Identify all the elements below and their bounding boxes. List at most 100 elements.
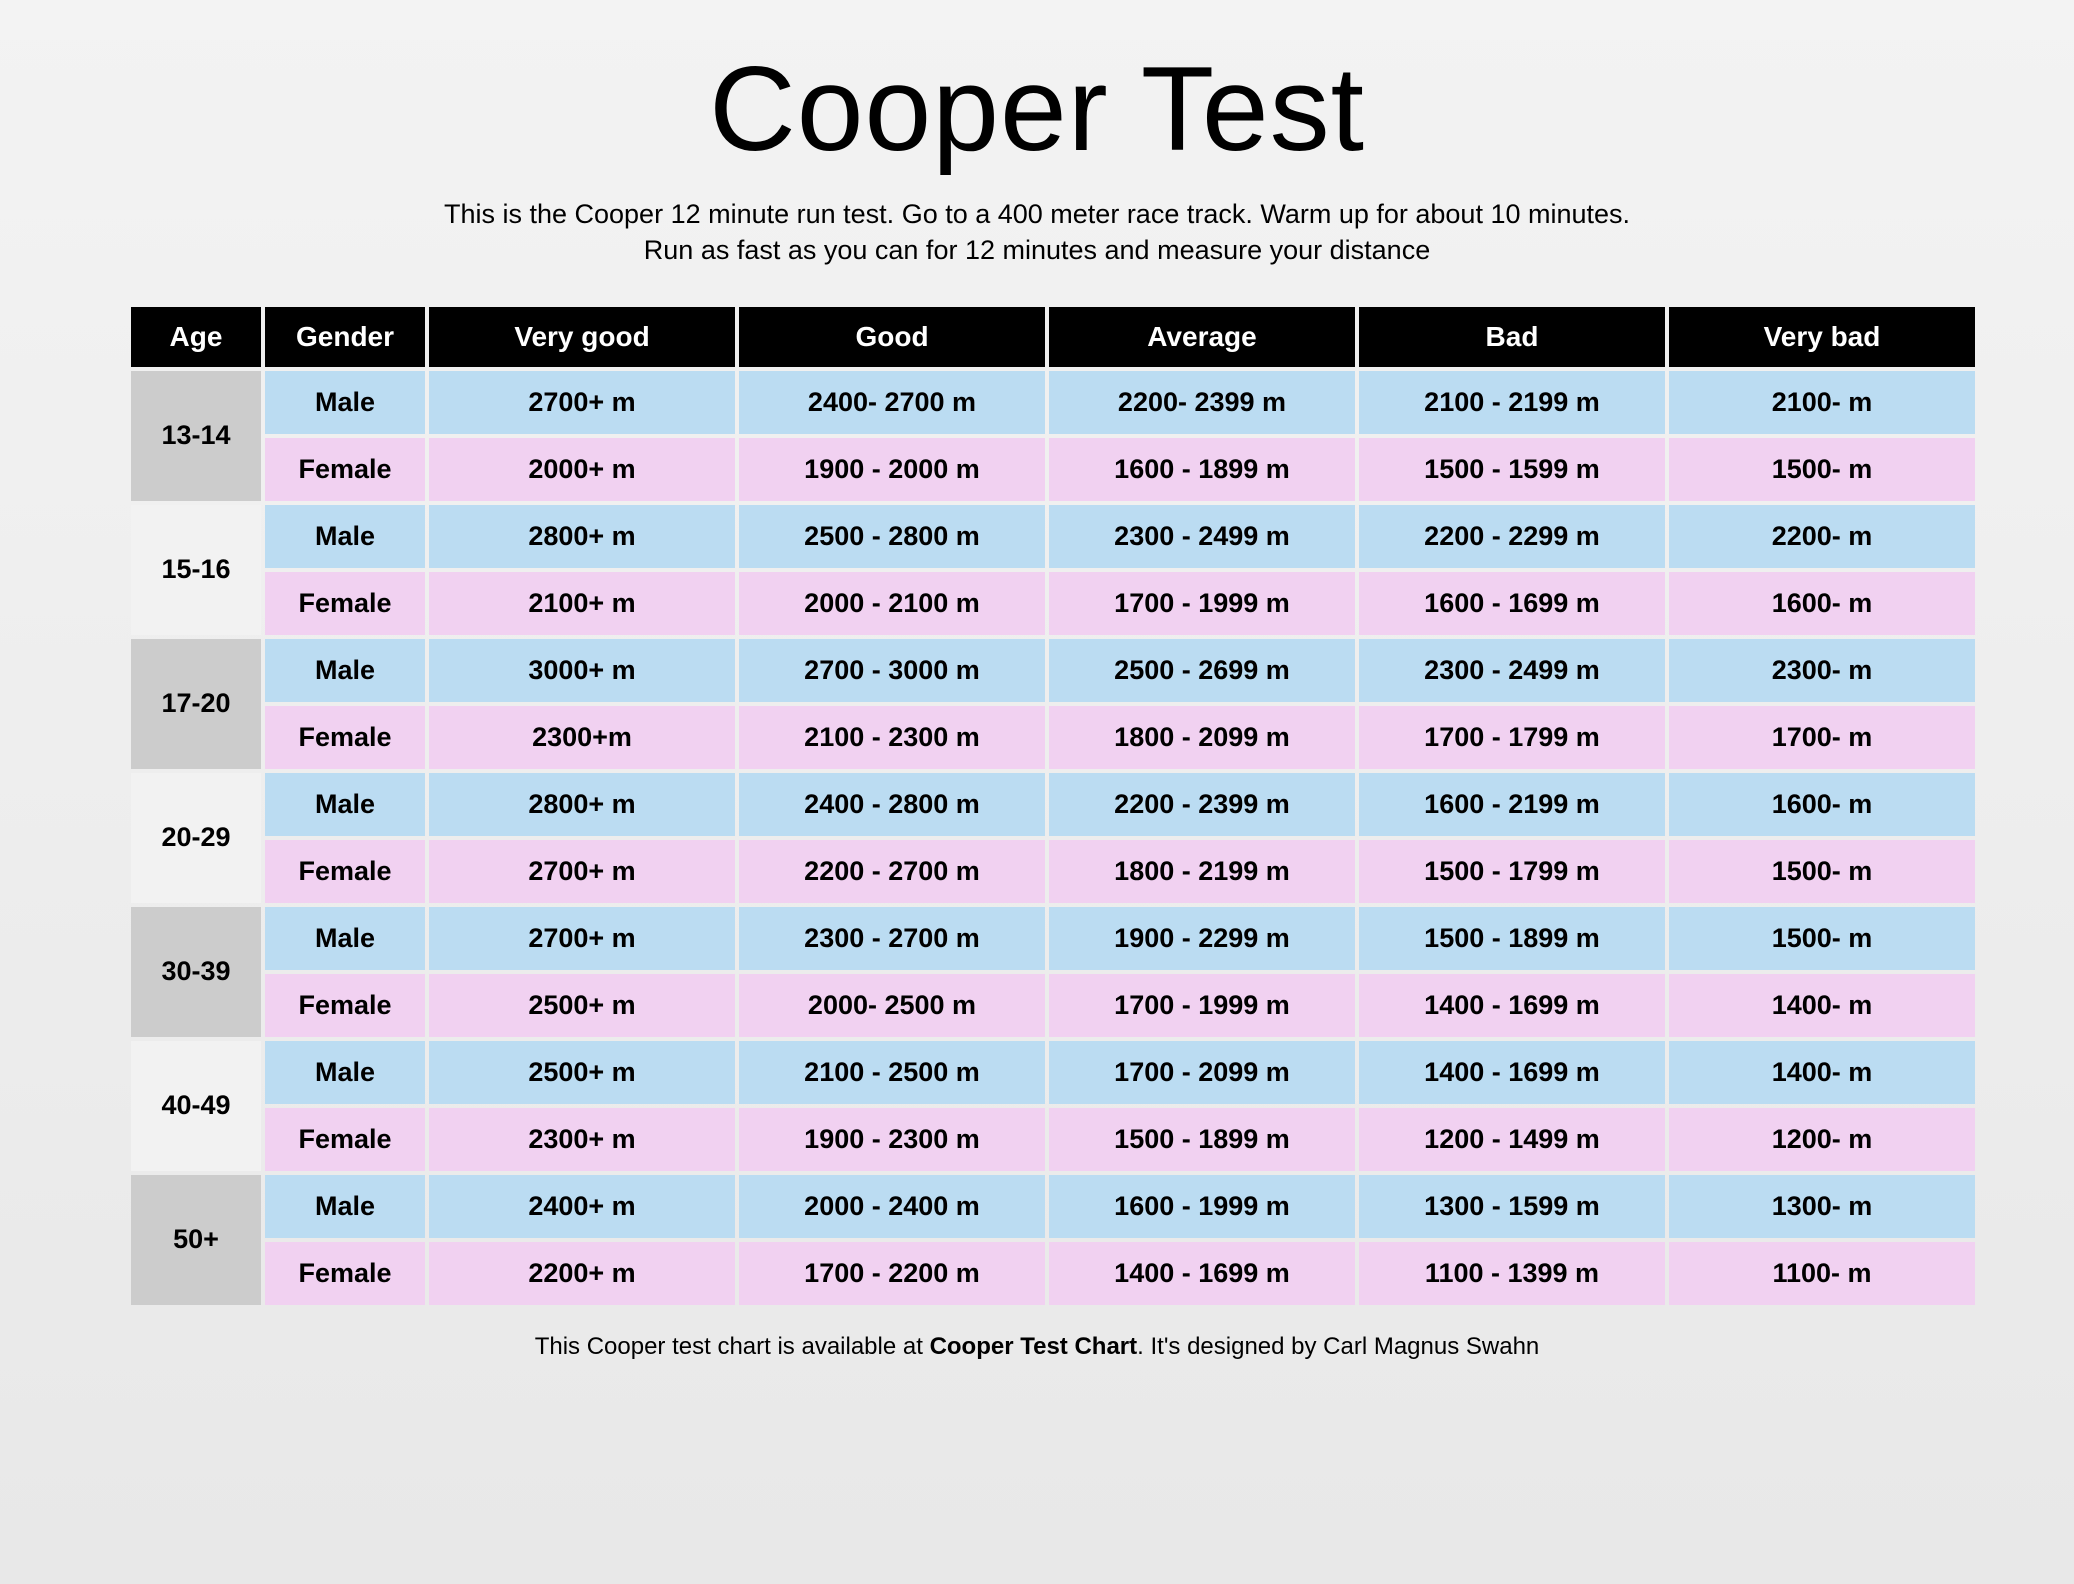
table-row: Female 2100+ m 2000 - 2100 m 1700 - 1999… (131, 572, 1975, 635)
age-cell: 20-29 (131, 773, 261, 903)
value-cell: 2200- m (1669, 505, 1975, 568)
gender-cell: Female (265, 840, 425, 903)
table-row: 15-16 Male 2800+ m 2500 - 2800 m 2300 - … (131, 505, 1975, 568)
footer-prefix: This Cooper test chart is available at (535, 1333, 930, 1360)
value-cell: 1300- m (1669, 1175, 1975, 1238)
table-row: 13-14 Male 2700+ m 2400- 2700 m 2200- 23… (131, 371, 1975, 434)
value-cell: 1500- m (1669, 840, 1975, 903)
table-row: 20-29 Male 2800+ m 2400 - 2800 m 2200 - … (131, 773, 1975, 836)
value-cell: 2700+ m (429, 371, 735, 434)
value-cell: 2300- m (1669, 639, 1975, 702)
table-header: Age Gender Very good Good Average Bad Ve… (131, 307, 1975, 367)
value-cell: 1700 - 1799 m (1359, 706, 1665, 769)
value-cell: 3000+ m (429, 639, 735, 702)
value-cell: 2200 - 2399 m (1049, 773, 1355, 836)
col-header-very-bad: Very bad (1669, 307, 1975, 367)
value-cell: 1700- m (1669, 706, 1975, 769)
value-cell: 2300+m (429, 706, 735, 769)
value-cell: 2100 - 2199 m (1359, 371, 1665, 434)
value-cell: 2500 - 2800 m (739, 505, 1045, 568)
value-cell: 2100 - 2300 m (739, 706, 1045, 769)
value-cell: 1400 - 1699 m (1049, 1242, 1355, 1305)
value-cell: 1400- m (1669, 1041, 1975, 1104)
age-cell: 40-49 (131, 1041, 261, 1171)
value-cell: 2700+ m (429, 907, 735, 970)
value-cell: 2700 - 3000 m (739, 639, 1045, 702)
gender-cell: Male (265, 1041, 425, 1104)
value-cell: 2400 - 2800 m (739, 773, 1045, 836)
col-header-very-good: Very good (429, 307, 735, 367)
value-cell: 1400 - 1699 m (1359, 1041, 1665, 1104)
subtitle-line-1: This is the Cooper 12 minute run test. G… (444, 199, 1630, 229)
page-title: Cooper Test (127, 40, 1947, 178)
col-header-good: Good (739, 307, 1045, 367)
gender-cell: Male (265, 505, 425, 568)
value-cell: 2100+ m (429, 572, 735, 635)
value-cell: 2000 - 2100 m (739, 572, 1045, 635)
col-header-gender: Gender (265, 307, 425, 367)
gender-cell: Male (265, 907, 425, 970)
value-cell: 2300 - 2499 m (1359, 639, 1665, 702)
footer-link[interactable]: Cooper Test Chart (930, 1333, 1138, 1360)
value-cell: 1900 - 2000 m (739, 438, 1045, 501)
gender-cell: Female (265, 438, 425, 501)
age-cell: 15-16 (131, 505, 261, 635)
value-cell: 1800 - 2199 m (1049, 840, 1355, 903)
value-cell: 1200- m (1669, 1108, 1975, 1171)
age-cell: 30-39 (131, 907, 261, 1037)
gender-cell: Male (265, 639, 425, 702)
value-cell: 2800+ m (429, 505, 735, 568)
table-row: 50+ Male 2400+ m 2000 - 2400 m 1600 - 19… (131, 1175, 1975, 1238)
table-row: 30-39 Male 2700+ m 2300 - 2700 m 1900 - … (131, 907, 1975, 970)
value-cell: 1600- m (1669, 773, 1975, 836)
value-cell: 2200 - 2299 m (1359, 505, 1665, 568)
gender-cell: Male (265, 371, 425, 434)
value-cell: 2300 - 2499 m (1049, 505, 1355, 568)
subtitle-line-2: Run as fast as you can for 12 minutes an… (644, 235, 1430, 265)
value-cell: 2700+ m (429, 840, 735, 903)
col-header-average: Average (1049, 307, 1355, 367)
footer-attribution: This Cooper test chart is available at C… (127, 1333, 1947, 1361)
value-cell: 2000- 2500 m (739, 974, 1045, 1037)
age-cell: 13-14 (131, 371, 261, 501)
value-cell: 1500- m (1669, 438, 1975, 501)
value-cell: 2300 - 2700 m (739, 907, 1045, 970)
value-cell: 1600 - 1899 m (1049, 438, 1355, 501)
gender-cell: Female (265, 706, 425, 769)
table-row: Female 2700+ m 2200 - 2700 m 1800 - 2199… (131, 840, 1975, 903)
cooper-test-table: Age Gender Very good Good Average Bad Ve… (127, 303, 1979, 1309)
value-cell: 1500 - 1799 m (1359, 840, 1665, 903)
age-cell: 17-20 (131, 639, 261, 769)
gender-cell: Male (265, 773, 425, 836)
value-cell: 1600 - 1999 m (1049, 1175, 1355, 1238)
table-row: 17-20 Male 3000+ m 2700 - 3000 m 2500 - … (131, 639, 1975, 702)
table-row: 40-49 Male 2500+ m 2100 - 2500 m 1700 - … (131, 1041, 1975, 1104)
value-cell: 2000+ m (429, 438, 735, 501)
table-row: Female 2500+ m 2000- 2500 m 1700 - 1999 … (131, 974, 1975, 1037)
page-container: Cooper Test This is the Cooper 12 minute… (127, 40, 1947, 1361)
age-cell: 50+ (131, 1175, 261, 1305)
value-cell: 1700 - 2099 m (1049, 1041, 1355, 1104)
value-cell: 1500- m (1669, 907, 1975, 970)
value-cell: 1700 - 1999 m (1049, 974, 1355, 1037)
table-row: Female 2000+ m 1900 - 2000 m 1600 - 1899… (131, 438, 1975, 501)
value-cell: 1400- m (1669, 974, 1975, 1037)
value-cell: 2400- 2700 m (739, 371, 1045, 434)
value-cell: 1400 - 1699 m (1359, 974, 1665, 1037)
value-cell: 1600- m (1669, 572, 1975, 635)
value-cell: 2200- 2399 m (1049, 371, 1355, 434)
value-cell: 1800 - 2099 m (1049, 706, 1355, 769)
value-cell: 2100 - 2500 m (739, 1041, 1045, 1104)
value-cell: 1300 - 1599 m (1359, 1175, 1665, 1238)
value-cell: 1900 - 2300 m (739, 1108, 1045, 1171)
value-cell: 2000 - 2400 m (739, 1175, 1045, 1238)
value-cell: 1500 - 1899 m (1359, 907, 1665, 970)
value-cell: 1500 - 1899 m (1049, 1108, 1355, 1171)
gender-cell: Female (265, 1242, 425, 1305)
value-cell: 1200 - 1499 m (1359, 1108, 1665, 1171)
value-cell: 2400+ m (429, 1175, 735, 1238)
value-cell: 2500 - 2699 m (1049, 639, 1355, 702)
value-cell: 1700 - 1999 m (1049, 572, 1355, 635)
gender-cell: Male (265, 1175, 425, 1238)
value-cell: 1700 - 2200 m (739, 1242, 1045, 1305)
